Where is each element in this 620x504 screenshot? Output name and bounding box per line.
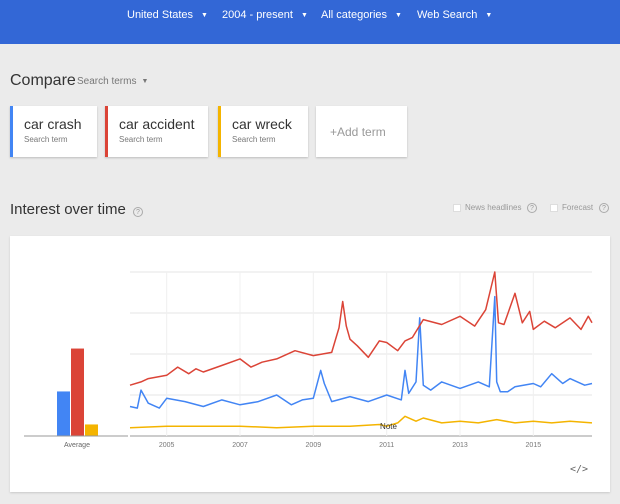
average-bar-car-accident — [71, 348, 84, 436]
search-type-dropdown[interactable]: Web Search ▼ — [417, 9, 492, 21]
caret-down-icon: ▼ — [485, 11, 493, 19]
term-color-bar — [10, 106, 13, 157]
x-tick-label: 2011 — [379, 442, 394, 449]
category-dropdown[interactable]: All categories ▼ — [321, 9, 402, 21]
news-headlines-toggle[interactable]: News headlines — [453, 203, 521, 212]
x-tick-label: 2015 — [526, 442, 542, 449]
time-range-label: 2004 - present — [222, 9, 293, 21]
time-range-dropdown[interactable]: 2004 - present ▼ — [222, 9, 308, 21]
interest-over-time-title: Interest over time — [10, 201, 126, 218]
caret-down-icon: ▼ — [141, 78, 149, 85]
checkbox-icon — [550, 203, 558, 212]
series-line-car-accident — [129, 271, 593, 386]
x-tick-label: 2013 — [452, 442, 468, 449]
x-tick-label: 2005 — [159, 442, 175, 449]
search-terms-label: Search terms — [77, 76, 137, 87]
top-bar: United States ▼ 2004 - present ▼ All cat… — [0, 0, 620, 44]
region-label: United States — [127, 9, 194, 21]
term-type: Search term — [232, 135, 276, 144]
category-label: All categories — [321, 9, 388, 21]
x-tick-label: 2007 — [232, 442, 248, 449]
term-name: car accident — [119, 116, 195, 132]
search-terms-dropdown[interactable]: Search terms ▼ — [77, 76, 148, 87]
chart-annotation: Note — [380, 422, 397, 431]
news-headlines-label: News headlines — [465, 203, 522, 212]
help-icon[interactable]: ? — [599, 203, 609, 213]
help-icon[interactable]: ? — [133, 207, 143, 217]
compare-title: Compare — [10, 72, 76, 89]
search-type-label: Web Search — [417, 9, 478, 21]
term-name: car wreck — [232, 116, 292, 132]
term-card-car-crash[interactable]: car crash Search term — [10, 106, 97, 157]
term-card-car-wreck[interactable]: car wreck Search term — [218, 106, 308, 157]
term-color-bar — [218, 106, 221, 157]
region-dropdown[interactable]: United States ▼ — [127, 9, 208, 21]
term-name: car crash — [24, 116, 82, 132]
interest-chart-card — [10, 236, 610, 492]
term-type: Search term — [119, 135, 163, 144]
term-card-car-accident[interactable]: car accident Search term — [105, 106, 208, 157]
series-line-car-crash — [129, 295, 593, 409]
term-type: Search term — [24, 135, 68, 144]
caret-down-icon: ▼ — [395, 11, 402, 19]
caret-down-icon: ▼ — [300, 11, 308, 19]
x-tick-label: 2009 — [306, 442, 322, 449]
average-bar-car-wreck — [85, 424, 98, 436]
average-label: Average — [64, 442, 90, 449]
add-term-button[interactable]: +Add term — [316, 106, 407, 157]
forecast-toggle[interactable]: Forecast — [550, 203, 593, 212]
caret-down-icon: ▼ — [201, 11, 208, 19]
average-bar-car-crash — [57, 391, 70, 436]
series-line-car-wreck — [129, 415, 593, 429]
checkbox-icon — [453, 203, 461, 212]
forecast-label: Forecast — [562, 203, 594, 212]
help-icon[interactable]: ? — [527, 203, 537, 213]
term-color-bar — [105, 106, 108, 157]
embed-code-icon[interactable]: </> — [570, 464, 589, 475]
